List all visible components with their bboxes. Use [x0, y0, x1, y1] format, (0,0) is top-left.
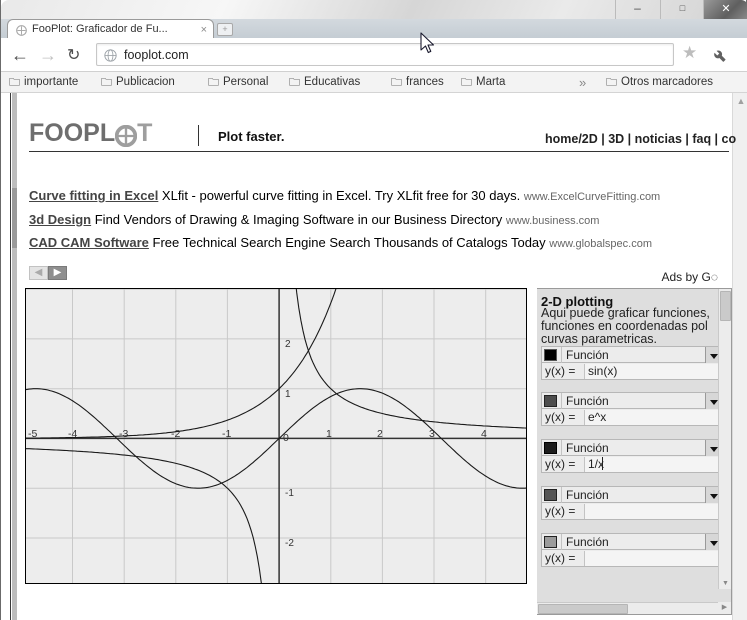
- svg-text:-2: -2: [171, 428, 180, 440]
- svg-text:1: 1: [285, 389, 291, 400]
- svg-text:4: 4: [481, 428, 487, 440]
- svg-text:2: 2: [377, 428, 383, 440]
- svg-text:-4: -4: [68, 428, 77, 440]
- svg-text:1: 1: [326, 428, 332, 440]
- svg-text:-2: -2: [285, 538, 294, 549]
- svg-text:-1: -1: [222, 428, 231, 440]
- svg-text:-3: -3: [119, 428, 128, 440]
- svg-text:2: 2: [285, 339, 291, 350]
- svg-text:-1: -1: [285, 488, 294, 499]
